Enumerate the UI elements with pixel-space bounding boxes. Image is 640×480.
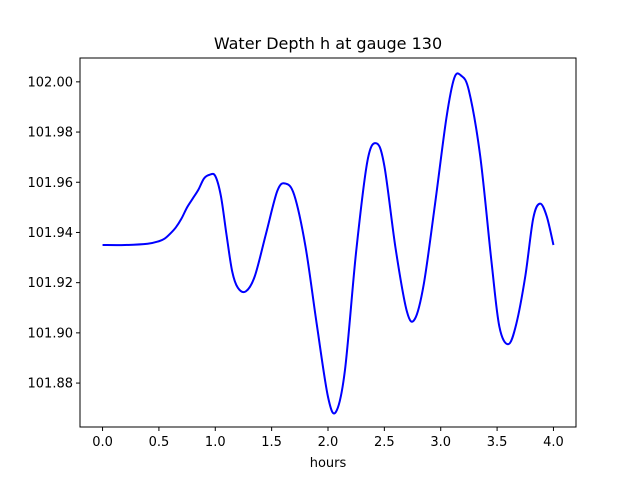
x-tick-label: 0.5	[149, 435, 170, 450]
x-tick-label: 0.0	[92, 435, 113, 450]
y-tick-label: 102.00	[28, 75, 74, 90]
x-tick-label: 4.0	[543, 435, 564, 450]
y-tick-label: 101.96	[28, 176, 74, 191]
plot-frame	[79, 57, 577, 428]
x-tick-label: 3.5	[487, 435, 508, 450]
x-tick-label: 1.5	[261, 435, 282, 450]
x-axis-label: hours	[310, 456, 347, 471]
y-tick-label: 101.92	[28, 276, 74, 291]
series-line	[102, 72, 555, 415]
y-axis: 101.88 101.90 101.92 101.94 101.96 101.98 102.…	[28, 75, 80, 392]
y-tick-label: 101.94	[28, 226, 74, 241]
x-tick-label: 2.0	[318, 435, 339, 450]
y-tick-label: 101.98	[28, 126, 74, 141]
x-tick-label: 3.0	[430, 435, 451, 450]
y-tick-label: 101.88	[28, 377, 74, 392]
x-tick-label: 1.0	[205, 435, 226, 450]
plot-area	[102, 72, 555, 415]
chart-title: Water Depth h at gauge 130	[214, 34, 442, 53]
y-tick-label: 101.90	[28, 326, 74, 341]
x-tick-label: 2.5	[374, 435, 395, 450]
x-axis: 0.0 0.5 1.0 1.5 2.0 2.5 3.0 3.5 4.0	[92, 427, 564, 450]
